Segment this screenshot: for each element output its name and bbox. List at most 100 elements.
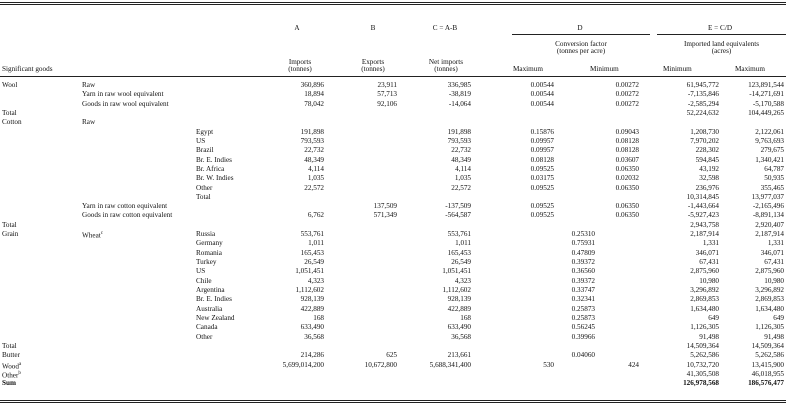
imports-unit: (tonnes) [288,65,312,73]
imported-land-unit: (acres) [711,47,732,55]
conversion-factor-label: Conversion factor [555,40,607,48]
origin-cell: Turkey [196,258,217,267]
goods-cell: Grain [2,230,19,239]
imports-cell: 793,593 [300,136,324,145]
d-factor-cell: 0.75931 [571,239,595,248]
d-min-cell: 0.03607 [615,155,639,164]
origin-cell: Egypt [196,127,214,136]
e-min-cell: -5,927,423 [687,211,719,220]
conversion-factor-unit: (tonnes per acre) [556,47,606,55]
e-max-cell: 14,509,364 [751,341,784,350]
footnote-marker: a [19,361,22,367]
e-max-cell: 5,262,586 [755,351,784,360]
e-min-cell: 32,598 [699,174,719,183]
e-max-cell: -8,891,134 [752,211,784,220]
e-max-cell: -14,271,691 [749,90,784,99]
type-cell: Raw [82,118,96,127]
goods-cell: Butter [2,351,20,360]
e-min-cell: 649 [708,314,719,322]
e-max-cell: 279,675 [760,146,784,155]
e-min-cell: 67,431 [699,258,719,267]
e-max-cell: 2,187,914 [755,230,784,239]
origin-cell: Br. W. Indies [196,174,234,183]
origin-cell: Other [196,183,213,192]
imports-cell: 553,761 [300,230,324,239]
d-max-cell: 0.09957 [530,136,554,145]
e-min-cell: 1,126,305 [690,323,719,332]
d-factor-cell: 0.04060 [571,351,595,360]
net-imports-cell: -564,587 [445,211,471,220]
origin-cell: New Zealand [196,314,235,322]
d-min-cell: 0.06350 [615,202,639,211]
top-rule-1 [0,2,786,3]
d-max-cell: 0.15876 [530,127,554,136]
net-imports-cell: 1,112,602 [442,286,471,295]
e-min-cell: 2,943,758 [690,220,719,229]
exports-label: Exports [361,58,385,66]
imports-cell: 422,889 [300,304,324,313]
e-min-cell: 41,305,508 [686,369,719,378]
goods-cell: Sum [2,379,16,388]
e-max-cell: 91,498 [764,332,784,341]
d-factor-cell: 0.36560 [571,267,595,276]
net-imports-cell: 4,323 [454,276,471,285]
net-imports-cell: 336,985 [447,81,471,89]
e-max-cell: 346,071 [760,248,784,257]
imports-cell: 26,549 [304,258,324,267]
e-min-cell: 52,224,632 [686,108,719,117]
origin-cell: Total [196,192,211,201]
d-max-cell: 0.00544 [530,90,554,99]
exports-cell: 625 [386,351,397,360]
e-min-cell: 2,869,853 [690,295,719,304]
d-max-cell: 0.09525 [530,164,554,173]
d-min-cell: 0.00272 [615,81,639,89]
d-min-cell: 0.08128 [615,146,639,155]
e-max-cell: 104,449,265 [748,108,784,117]
imported-land-label: Imported land equivalents [683,40,760,48]
origin-cell: Br. E. Indies [196,295,232,304]
imports-cell: 6,762 [307,211,324,220]
e-min-cell: 1,331 [702,239,719,248]
e-max-cell: 1,340,421 [755,155,784,164]
d-max-cell: 0.09525 [530,211,554,220]
imports-cell: 1,011 [308,239,324,248]
imports-cell: 1,035 [307,174,324,183]
e-min-cell: -7,135,846 [687,90,719,99]
origin-cell: Other [196,332,213,341]
origin-cell: Romania [196,248,222,257]
e-max-cell: 46,018,955 [751,369,784,378]
e-min-cell: 228,302 [695,146,719,155]
goods-cell: Total [2,341,17,350]
d-max-cell: 0.09525 [530,202,554,211]
e-min-cell: 2,187,914 [690,230,719,239]
d-factor-cell: 0.25873 [571,314,595,322]
d-max-cell: 0.03175 [530,174,554,183]
e-min-cell: 7,970,202 [690,136,719,145]
d-factor-cell: 0.25873 [571,304,595,313]
e-max-cell: 64,787 [764,164,784,173]
origin-cell: Br. E. Indies [196,155,232,164]
significant-goods-label: Significant goods [2,65,53,73]
imports-cell: 1,051,451 [295,267,324,276]
e-max-cell: -5,170,588 [752,99,784,108]
origin-cell: Argentina [196,286,225,295]
e-max-cell: 9,763,693 [755,136,784,145]
type-cell: Goods in raw cotton equivalent [82,211,173,220]
e-min-cell: 43,192 [699,164,719,173]
imports-cell: 48,349 [304,155,324,164]
origin-cell: Australia [196,304,223,313]
origin-cell: Canada [196,323,218,332]
d-max-cell: 0.08128 [530,155,554,164]
net-imports-cell: 26,549 [451,258,471,267]
col-letter-d: D [577,24,583,32]
imports-cell: 18,894 [304,90,324,99]
imports-cell: 165,453 [300,248,324,257]
exports-cell: 92,106 [377,99,397,108]
e-max-cell: 2,875,960 [755,267,784,276]
footnote-marker: b [18,370,21,376]
imports-cell: 214,286 [300,351,324,360]
origin-cell: US [196,136,206,145]
d-factor-cell: 0.32341 [571,295,595,304]
d-factor-cell: 0.47809 [571,248,595,257]
